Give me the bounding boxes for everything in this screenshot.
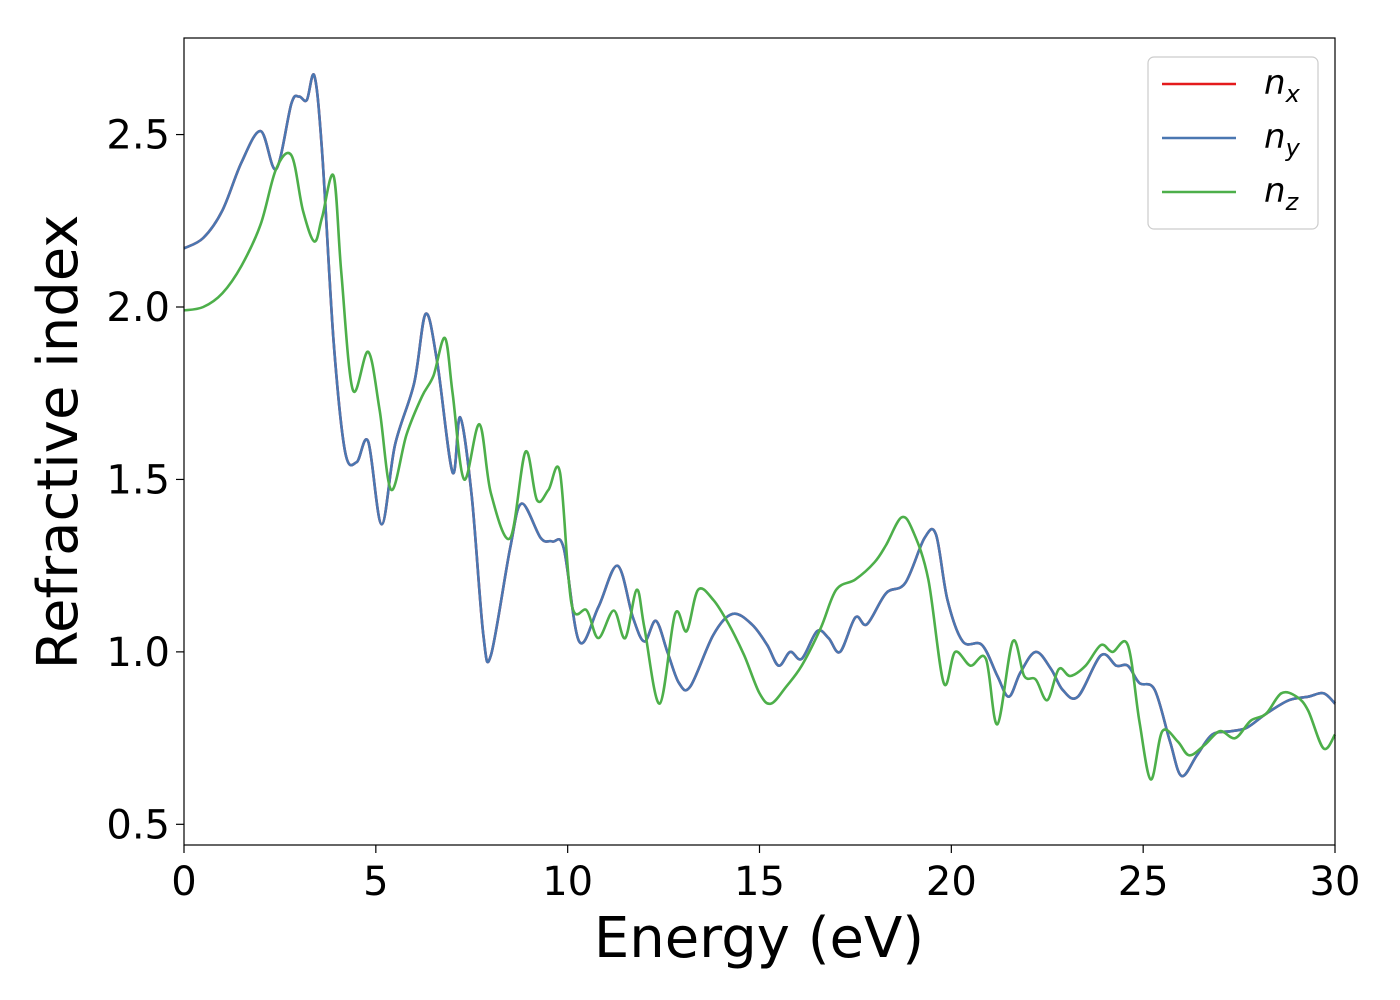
legend-label: nz xyxy=(1264,171,1300,216)
legend-label-sub: x xyxy=(1285,80,1301,108)
legend-label: ny xyxy=(1264,117,1301,162)
legend-label-sub: z xyxy=(1285,188,1300,216)
y-tick-label: 0.5 xyxy=(106,802,170,848)
series-line-n-z xyxy=(183,151,1337,781)
legend-label: nx xyxy=(1264,63,1301,108)
x-axis-label: Energy (eV) xyxy=(594,906,924,971)
legend-label-base: n xyxy=(1264,171,1286,211)
series-layer xyxy=(183,73,1337,781)
x-tick-label: 0 xyxy=(171,859,196,905)
x-tick-label: 30 xyxy=(1310,859,1361,905)
y-tick-label: 2.5 xyxy=(106,113,170,159)
y-tick-label: 1.5 xyxy=(106,457,170,503)
y-tick-label: 2.0 xyxy=(106,285,170,331)
series-line-n-y xyxy=(183,73,1336,778)
legend-label-base: n xyxy=(1264,63,1286,103)
y-axis-label: Refractive index xyxy=(26,215,91,670)
x-tick-label: 5 xyxy=(363,859,388,905)
legend-box xyxy=(1147,56,1319,230)
x-axis: 0 5 10 15 20 25 30 xyxy=(171,845,1360,905)
legend-label-sub: y xyxy=(1285,134,1301,162)
y-tick-label: 1.0 xyxy=(106,630,170,676)
x-tick-label: 15 xyxy=(734,859,785,905)
x-tick-label: 10 xyxy=(542,859,593,905)
x-tick-label: 25 xyxy=(1118,859,1169,905)
legend-label-base: n xyxy=(1264,117,1286,157)
y-axis: 0.5 1.0 1.5 2.0 2.5 xyxy=(106,113,184,848)
x-tick-label: 20 xyxy=(926,859,977,905)
